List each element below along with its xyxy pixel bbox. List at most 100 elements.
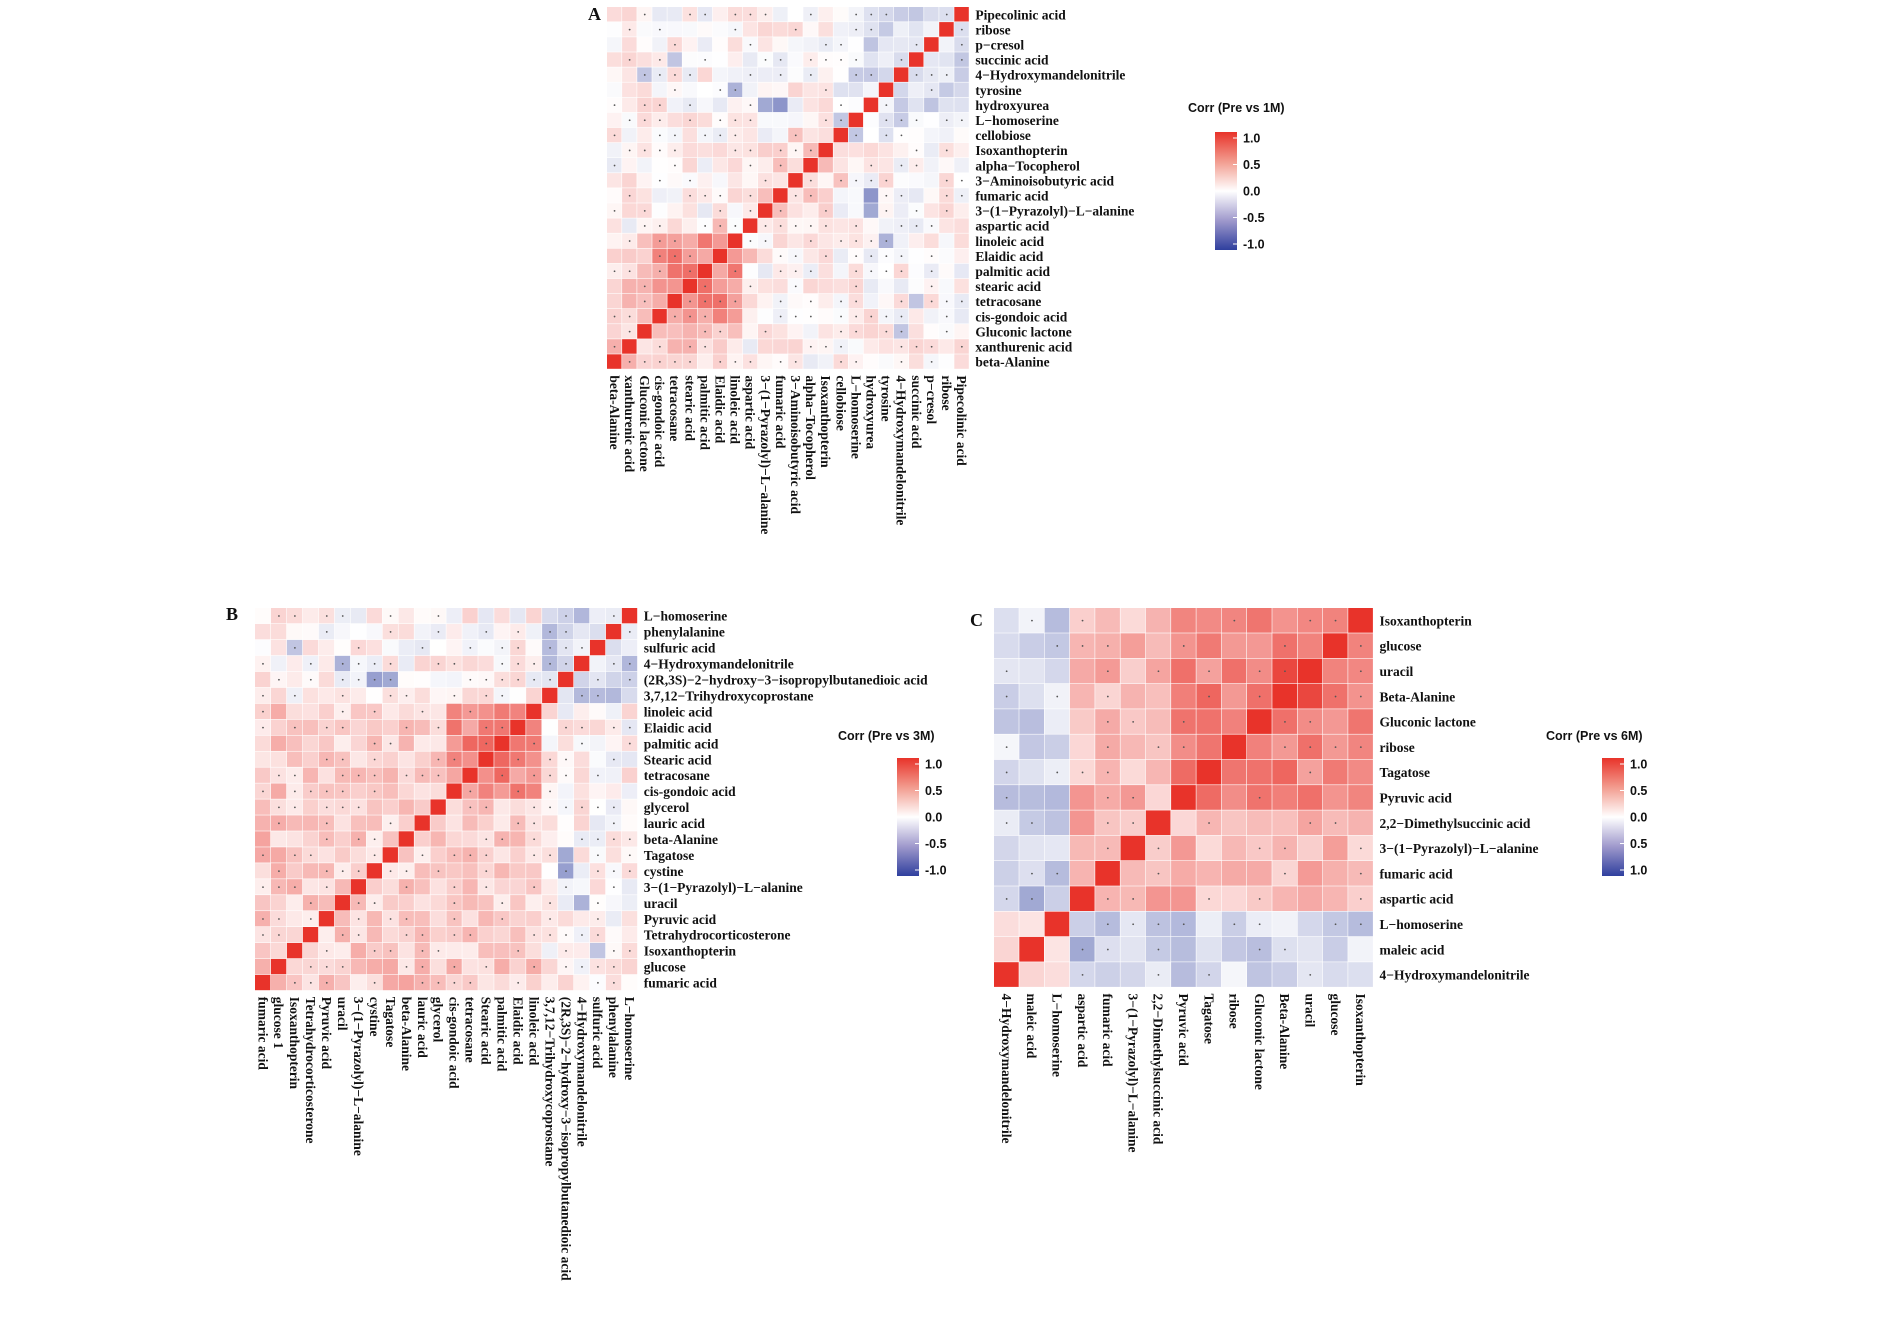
heatmap-cell: [848, 188, 864, 203]
significance-dot: [293, 615, 296, 617]
heatmap-cell: [270, 655, 287, 672]
heatmap-cell: [494, 879, 510, 895]
significance-dot: [870, 240, 873, 242]
heatmap-cell: [758, 127, 773, 143]
significance-dot: [1005, 771, 1008, 774]
heatmap-cell: [542, 687, 558, 704]
heatmap-cell: [382, 719, 398, 735]
significance-dot: [794, 360, 797, 363]
column-label: palmitic acid: [697, 375, 712, 450]
significance-dot: [389, 694, 392, 697]
significance-dot: [689, 360, 691, 363]
significance-dot: [719, 89, 722, 91]
significance-dot: [325, 726, 328, 729]
column-label: fumaric acid: [255, 997, 270, 1071]
heatmap-cell: [667, 324, 682, 339]
heatmap-cell: [758, 97, 773, 113]
heatmap-cell: [621, 767, 638, 783]
heatmap-cell: [589, 608, 606, 624]
heatmap-cell: [350, 751, 367, 767]
heatmap-cell: [818, 22, 833, 37]
column-label: 3−Aminoisobutyric acid: [788, 375, 803, 514]
significance-dot: [809, 194, 812, 197]
heatmap-cell: [1247, 810, 1272, 836]
heatmap-cell: [430, 783, 446, 799]
significance-dot: [945, 330, 948, 333]
heatmap-cell: [788, 339, 803, 354]
significance-dot: [674, 134, 676, 137]
heatmap-cell: [350, 847, 367, 863]
significance-dot: [870, 164, 873, 167]
significance-dot: [485, 631, 488, 633]
heatmap-cell: [1019, 936, 1044, 962]
heatmap-cell: [1120, 936, 1146, 962]
row-label: Isoxanthopterin: [1380, 613, 1473, 628]
significance-dot: [689, 119, 691, 122]
heatmap-cell: [848, 142, 864, 158]
significance-dot: [357, 806, 360, 809]
significance-dot: [1208, 822, 1210, 824]
significance-dot: [870, 13, 873, 16]
heatmap-cell: [667, 203, 682, 218]
heatmap-cell: [589, 815, 606, 831]
significance-dot: [278, 806, 280, 809]
heatmap-cell: [893, 82, 909, 97]
significance-dot: [930, 360, 933, 363]
row-label: Beta-Alanine: [1380, 689, 1456, 704]
heatmap-cell: [863, 97, 879, 113]
significance-dot: [1056, 771, 1059, 774]
significance-dot: [373, 790, 376, 793]
significance-dot: [1309, 619, 1312, 622]
significance-dot: [689, 194, 691, 197]
column-label: L−homoserine: [848, 375, 863, 458]
heatmap-cell: [758, 82, 773, 97]
significance-dot: [1258, 847, 1261, 850]
significance-dot: [1056, 645, 1059, 647]
heatmap-cell: [270, 639, 287, 656]
significance-dot: [309, 790, 312, 793]
heatmap-cell: [909, 97, 924, 113]
heatmap-cell: [558, 703, 574, 720]
heatmap-cell: [924, 7, 939, 22]
heatmap-cell: [1221, 785, 1247, 810]
significance-dot: [734, 149, 737, 152]
significance-dot: [278, 886, 280, 889]
significance-dot: [628, 28, 631, 31]
significance-dot: [501, 662, 504, 665]
heatmap-cell: [334, 815, 351, 831]
heatmap-cell: [526, 942, 542, 959]
heatmap-cell: [510, 687, 526, 704]
significance-dot: [658, 179, 661, 182]
heatmap-cell: [712, 97, 728, 113]
heatmap-cell: [270, 783, 287, 799]
heatmap-cell: [446, 863, 462, 879]
significance-dot: [915, 74, 918, 76]
heatmap-cell: [478, 783, 494, 799]
heatmap-cell: [510, 719, 526, 735]
heatmap-cell: [909, 82, 924, 97]
heatmap-cell: [1221, 683, 1247, 709]
significance-dot: [405, 774, 408, 777]
significance-dot: [734, 13, 737, 16]
heatmap-cell: [462, 623, 478, 640]
significance-dot: [421, 934, 424, 936]
significance-dot: [749, 240, 752, 242]
heatmap-cell: [863, 188, 879, 203]
heatmap-cell: [542, 863, 558, 879]
heatmap-cell: [1019, 633, 1044, 658]
significance-dot: [915, 119, 918, 122]
row-label: 3−(1−Pyrazolyl)−L−alanine: [1380, 841, 1539, 856]
column-labels: 4−Hydroxymandelonitrile maleic acid L−homo…: [999, 994, 1368, 1153]
column-label: Elaidic acid: [510, 997, 525, 1065]
row-label: Pyruvic acid: [644, 912, 717, 927]
column-label: hydroxyurea: [864, 375, 879, 449]
heatmap-cell: [727, 188, 743, 203]
heatmap-cell: [773, 112, 788, 128]
significance-dot: [549, 646, 551, 649]
significance-dot: [719, 194, 722, 197]
heatmap-cell: [542, 815, 558, 831]
significance-dot: [293, 854, 296, 857]
heatmap-cell: [1069, 658, 1095, 684]
significance-dot: [278, 678, 280, 681]
significance-dot: [485, 726, 488, 729]
